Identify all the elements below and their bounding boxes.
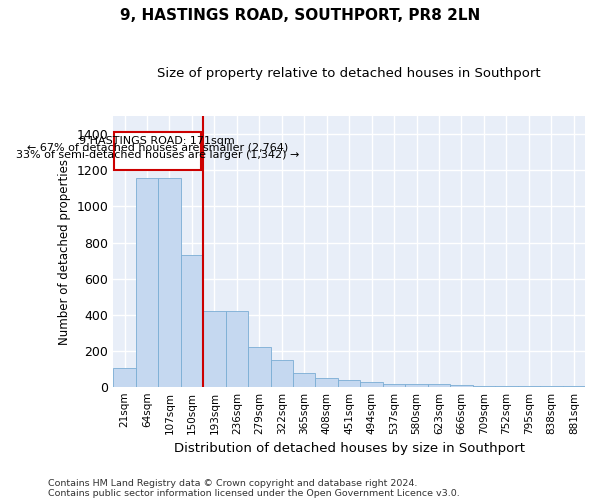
- Bar: [136, 178, 158, 386]
- Bar: [271, 360, 293, 386]
- Text: Contains public sector information licensed under the Open Government Licence v3: Contains public sector information licen…: [48, 488, 460, 498]
- Title: Size of property relative to detached houses in Southport: Size of property relative to detached ho…: [157, 68, 541, 80]
- Text: 9, HASTINGS ROAD, SOUTHPORT, PR8 2LN: 9, HASTINGS ROAD, SOUTHPORT, PR8 2LN: [120, 8, 480, 22]
- Bar: [361, 382, 383, 386]
- Bar: [406, 384, 428, 386]
- Text: 9 HASTINGS ROAD: 171sqm: 9 HASTINGS ROAD: 171sqm: [79, 136, 235, 146]
- Bar: [316, 378, 338, 386]
- Bar: [226, 311, 248, 386]
- Bar: [158, 178, 181, 386]
- Y-axis label: Number of detached properties: Number of detached properties: [58, 158, 71, 344]
- Bar: [203, 311, 226, 386]
- FancyBboxPatch shape: [114, 132, 201, 170]
- Bar: [293, 373, 316, 386]
- Bar: [450, 385, 473, 386]
- Bar: [248, 347, 271, 387]
- Text: 33% of semi-detached houses are larger (1,342) →: 33% of semi-detached houses are larger (…: [16, 150, 299, 160]
- Text: ← 67% of detached houses are smaller (2,764): ← 67% of detached houses are smaller (2,…: [26, 142, 288, 152]
- Bar: [338, 380, 361, 386]
- Bar: [181, 255, 203, 386]
- Text: Contains HM Land Registry data © Crown copyright and database right 2024.: Contains HM Land Registry data © Crown c…: [48, 478, 418, 488]
- X-axis label: Distribution of detached houses by size in Southport: Distribution of detached houses by size …: [173, 442, 524, 455]
- Bar: [428, 384, 450, 386]
- Bar: [113, 368, 136, 386]
- Bar: [383, 384, 406, 386]
